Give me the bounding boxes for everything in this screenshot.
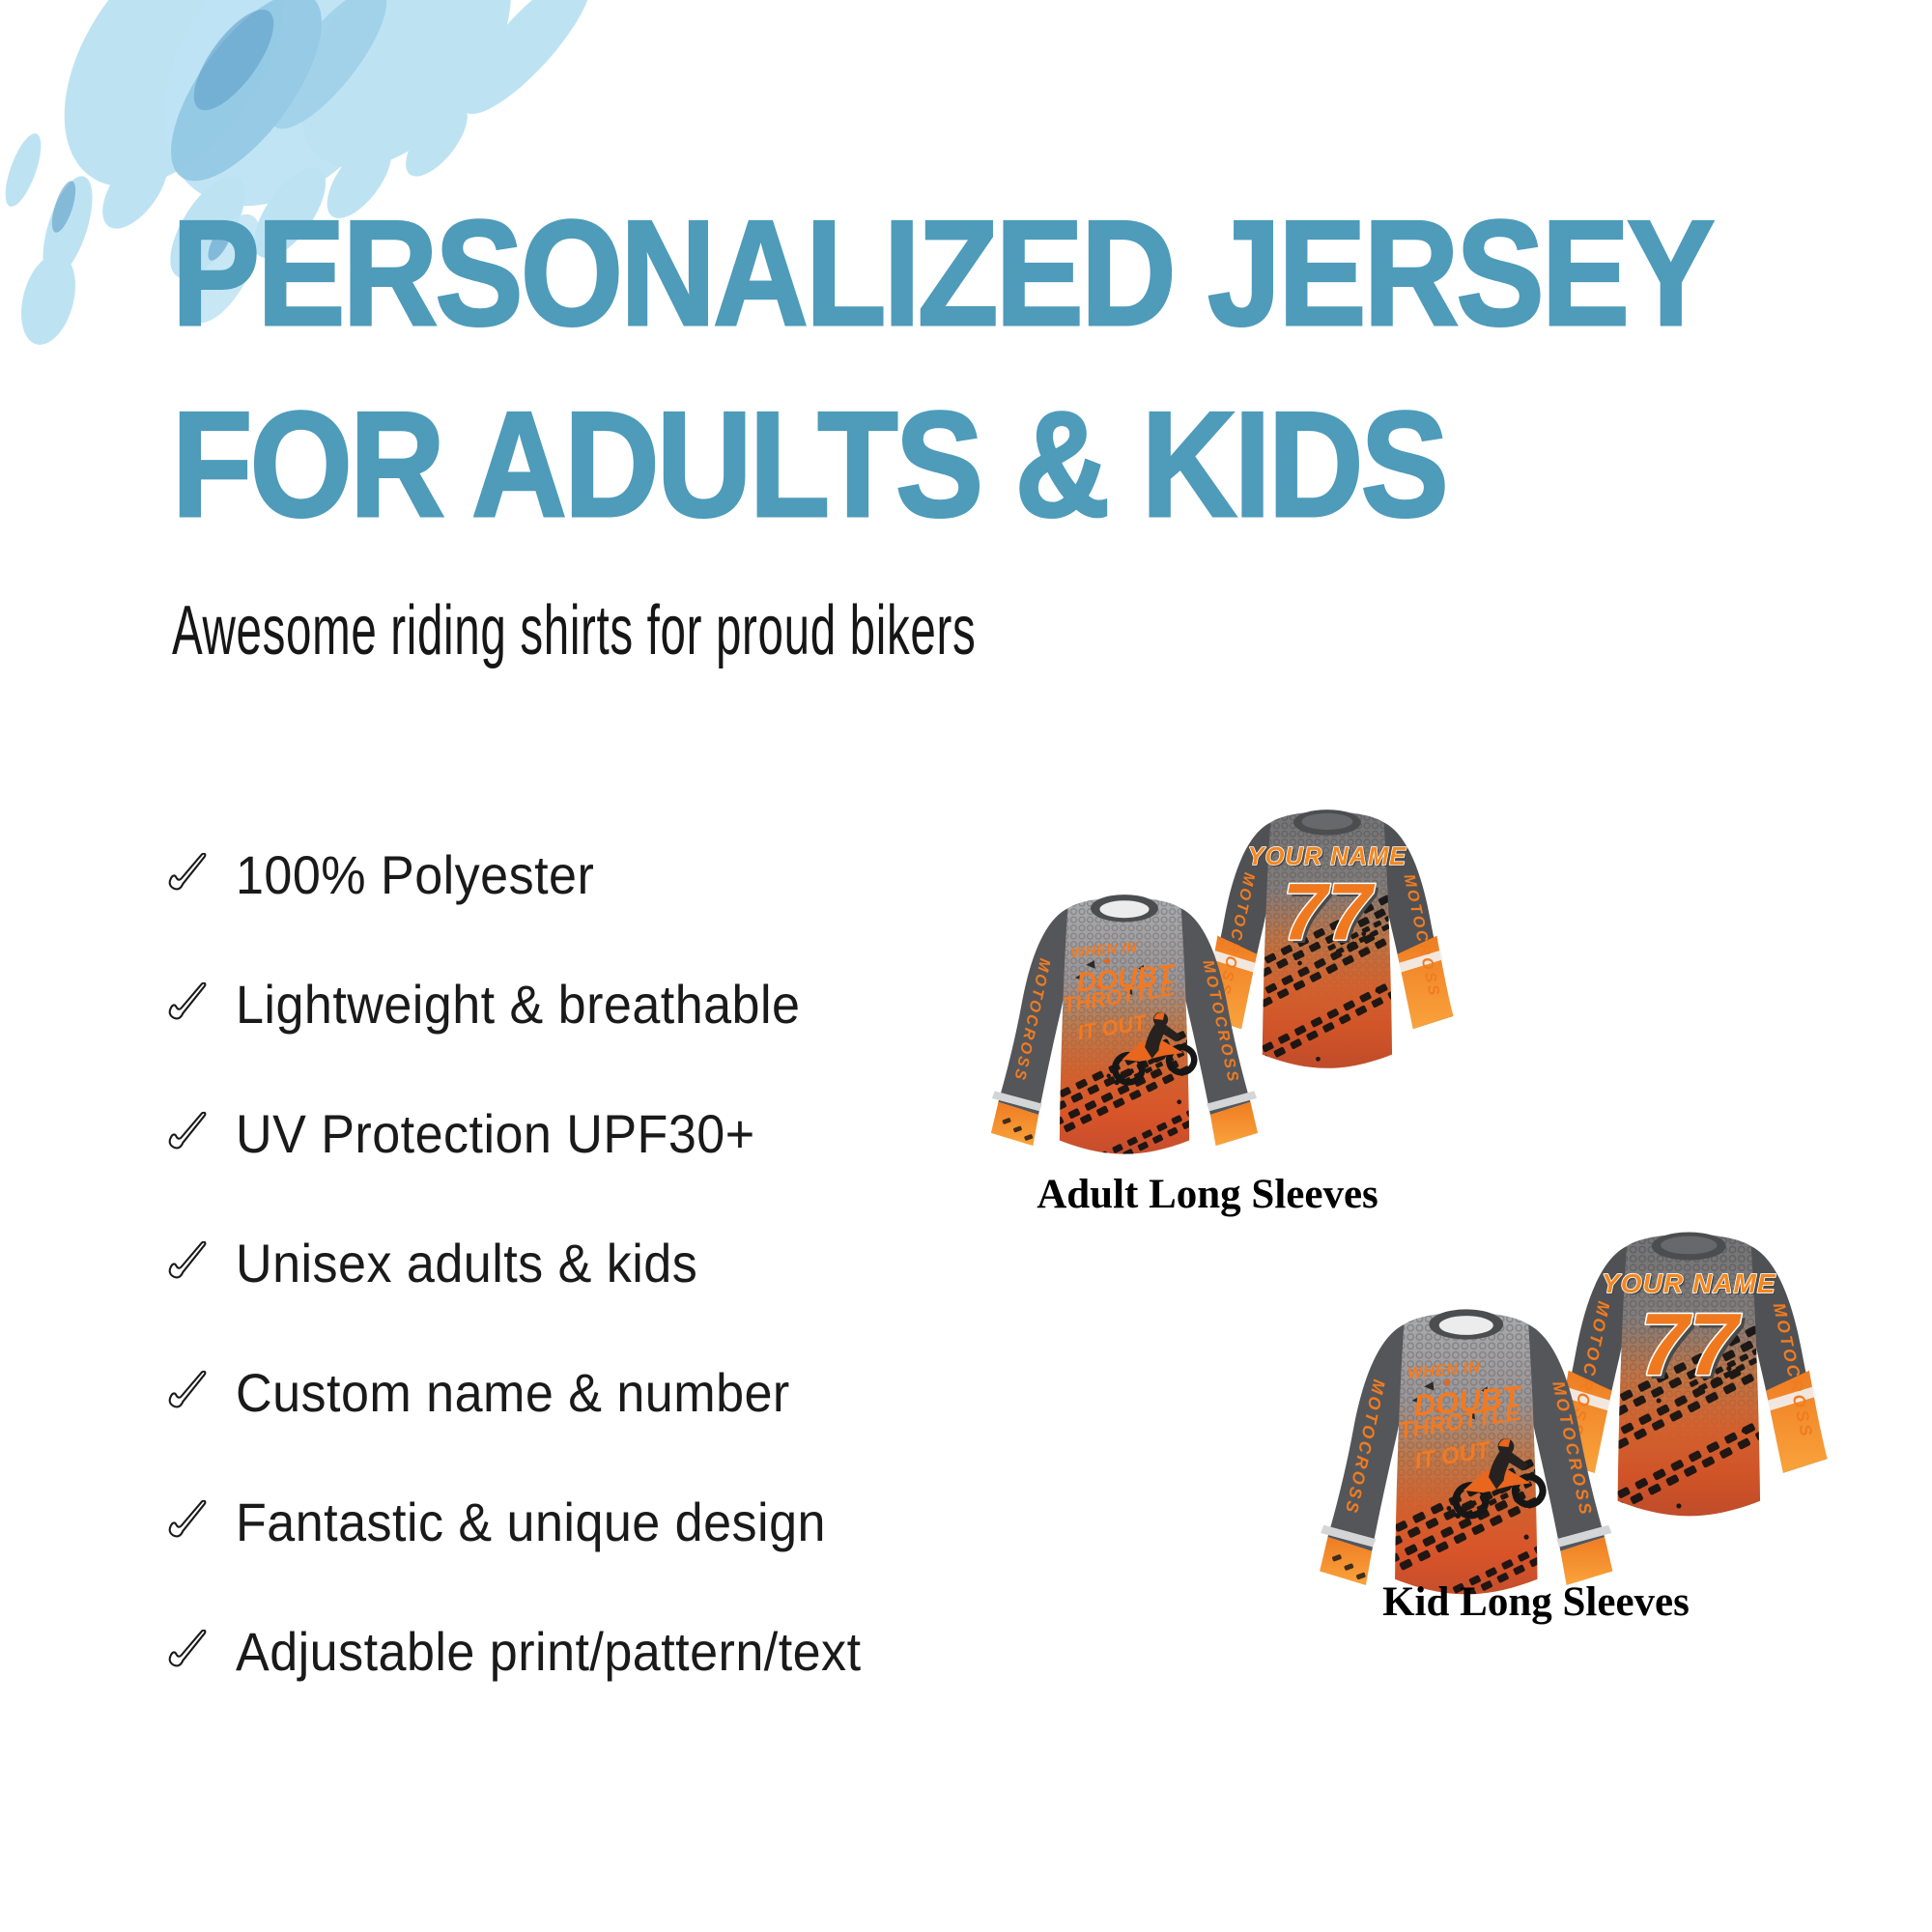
watercolor-brush-decoration [5, 0, 591, 345]
feature-item: Lightweight & breathable [166, 939, 908, 1068]
feature-label: Lightweight & breathable [236, 973, 801, 1035]
caption-kid: Kid Long Sleeves [1382, 1579, 1690, 1625]
check-icon [168, 1111, 207, 1150]
page-title: PERSONALIZED JERSEY FOR ADULTS & KIDS [171, 178, 1717, 560]
feature-item: 100% Polyester [166, 810, 908, 939]
adult-jerseys-image [987, 779, 1463, 1199]
check-icon [168, 1499, 207, 1538]
check-icon [168, 1240, 207, 1279]
feature-label: Adjustable print/pattern/text [236, 1620, 862, 1682]
feature-label: Fantastic & unique design [236, 1491, 826, 1552]
page-title-line1: PERSONALIZED JERSEY [171, 188, 1717, 358]
feature-label: Custom name & number [236, 1361, 790, 1423]
page-title-line2: FOR ADULTS & KIDS [171, 380, 1450, 550]
features-list: 100% Polyester Lightweight & breathable … [166, 810, 908, 1716]
feature-item: UV Protection UPF30+ [166, 1068, 908, 1198]
adult-jersey-back-view [1201, 810, 1453, 1069]
caption-adult: Adult Long Sleeves [1037, 1172, 1378, 1217]
check-icon [168, 1629, 207, 1667]
feature-label: 100% Polyester [236, 843, 595, 905]
subtitle: Awesome riding shirts for proud bikers [172, 592, 977, 669]
feature-item: Adjustable print/pattern/text [166, 1586, 908, 1716]
feature-label: Unisex adults & kids [236, 1232, 698, 1293]
check-icon [168, 852, 207, 891]
feature-item: Fantastic & unique design [166, 1457, 908, 1586]
check-icon [168, 981, 207, 1020]
kid-jersey-front-view [1320, 1309, 1612, 1610]
feature-item: Unisex adults & kids [166, 1198, 908, 1327]
feature-item: Custom name & number [166, 1327, 908, 1457]
kid-jersey-back-view [1550, 1232, 1828, 1518]
feature-label: UV Protection UPF30+ [236, 1102, 755, 1164]
adult-jersey-front-view [991, 895, 1258, 1169]
check-icon [168, 1370, 207, 1408]
